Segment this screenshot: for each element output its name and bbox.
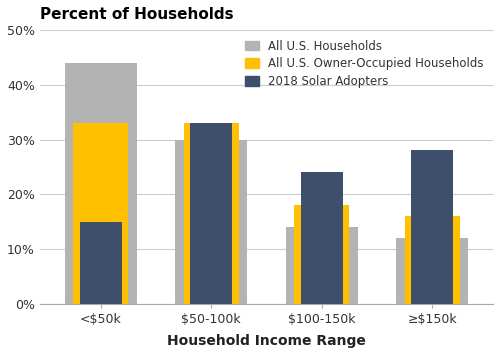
Legend: All U.S. Households, All U.S. Owner-Occupied Households, 2018 Solar Adopters: All U.S. Households, All U.S. Owner-Occu… (241, 36, 487, 92)
Bar (64, 63, 136, 304)
Bar (80, 222, 122, 304)
Bar (184, 123, 239, 304)
X-axis label: Household Income Range: Household Income Range (167, 334, 366, 348)
Bar (404, 216, 460, 304)
Bar (175, 140, 247, 304)
Bar (190, 123, 232, 304)
Bar (411, 151, 454, 304)
Bar (73, 123, 128, 304)
Bar (286, 227, 358, 304)
Text: Percent of Households: Percent of Households (40, 7, 234, 22)
Bar (300, 172, 343, 304)
Bar (396, 238, 468, 304)
Bar (294, 205, 350, 304)
